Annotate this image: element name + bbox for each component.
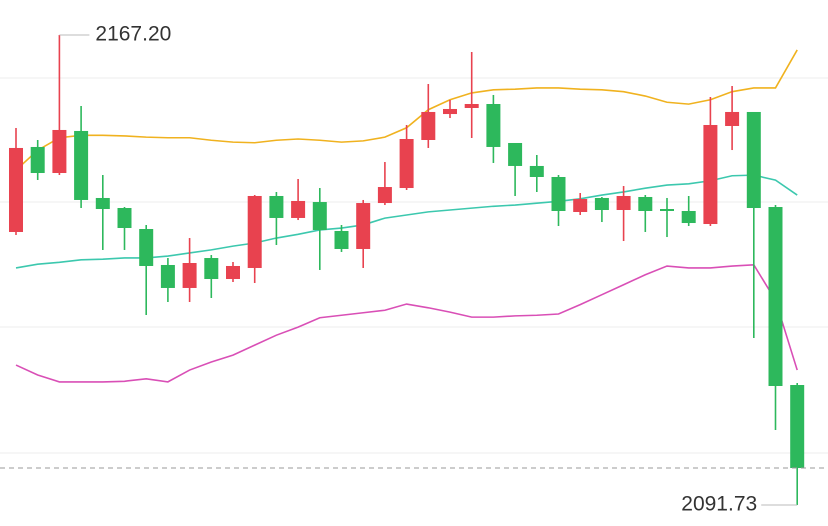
candle-body — [725, 111, 740, 126]
annotation-label: 2167.20 — [95, 23, 171, 46]
candle-body — [443, 108, 457, 115]
candle-body — [551, 176, 566, 211]
candle-body — [52, 129, 67, 174]
candle-body — [117, 208, 132, 228]
candle-body — [356, 203, 371, 249]
candle-body — [768, 207, 783, 386]
candle-body — [291, 200, 306, 218]
candle-body — [486, 104, 501, 147]
candle-body — [226, 265, 240, 280]
candle-body — [247, 195, 262, 268]
candle-body — [594, 197, 609, 211]
candle-body — [182, 263, 197, 288]
candle-body — [508, 142, 523, 166]
candle-body — [790, 385, 805, 469]
candle-body — [529, 165, 544, 177]
candle-body — [638, 196, 653, 211]
candle-body — [95, 197, 110, 210]
candle-body — [312, 202, 327, 230]
candle-body — [269, 195, 284, 218]
band-line — [15, 263, 798, 383]
candle-body — [421, 111, 436, 141]
candle-body — [377, 187, 392, 204]
candle-body — [160, 264, 175, 288]
candle-body — [573, 198, 588, 212]
candle-body — [703, 124, 718, 225]
candle-body — [399, 139, 414, 189]
candle-body — [464, 104, 479, 108]
candle-body — [746, 111, 761, 209]
grid — [0, 77, 828, 454]
candle-body — [334, 230, 349, 249]
candle-body — [139, 228, 154, 266]
candle-body — [616, 195, 631, 211]
candle-body — [204, 258, 219, 280]
candle-body — [30, 146, 45, 174]
candle-body — [660, 209, 674, 211]
annotation-label: 2091.73 — [681, 493, 757, 516]
candle-body — [681, 210, 696, 224]
candle-body — [74, 130, 89, 200]
candle-body — [9, 147, 23, 232]
